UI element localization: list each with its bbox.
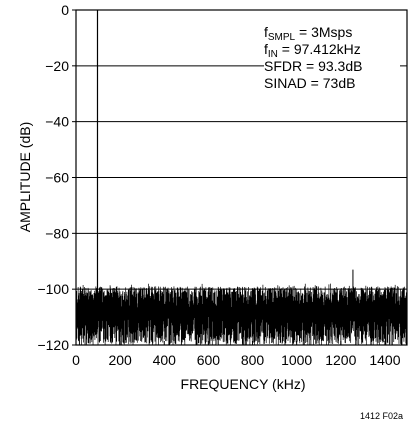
x-tick-label: 0 bbox=[72, 352, 80, 368]
x-tick-label: 400 bbox=[153, 352, 177, 368]
y-tick-label: 0 bbox=[61, 2, 69, 18]
x-tick-label: 600 bbox=[197, 352, 221, 368]
figure-number: 1412 F02a bbox=[360, 411, 403, 421]
x-tick-label: 200 bbox=[108, 352, 132, 368]
y-tick-label: −120 bbox=[37, 337, 69, 353]
annotation-line: SFDR = 93.3dB bbox=[264, 58, 362, 74]
annotation-background bbox=[264, 22, 400, 96]
y-tick-label: −100 bbox=[37, 281, 69, 297]
x-tick-label: 1400 bbox=[369, 352, 400, 368]
gridlines bbox=[76, 65, 407, 290]
noise-floor bbox=[75, 283, 408, 345]
y-tick-label: −60 bbox=[45, 170, 69, 186]
x-tick-label: 1200 bbox=[325, 352, 356, 368]
x-tick-label: 1000 bbox=[281, 352, 312, 368]
x-axis-ticks: 0 200 400 600 800 1000 1200 1400 bbox=[72, 341, 401, 368]
y-tick-label: −40 bbox=[45, 114, 69, 130]
annotation-line: fIN = 97.412kHz bbox=[264, 41, 361, 60]
x-axis-title: FREQUENCY (kHz) bbox=[181, 376, 306, 392]
y-axis-ticks: 0 −20 −40 −60 −80 −100 −120 bbox=[37, 2, 76, 353]
y-tick-label: −80 bbox=[45, 225, 69, 241]
y-axis-title: AMPLITUDE (dB) bbox=[17, 122, 33, 232]
y-tick-label: −20 bbox=[45, 58, 69, 74]
x-tick-label: 800 bbox=[241, 352, 265, 368]
annotation-line: fSMPL = 3Msps bbox=[264, 24, 352, 43]
annotation-line: SINAD = 73dB bbox=[264, 75, 355, 91]
